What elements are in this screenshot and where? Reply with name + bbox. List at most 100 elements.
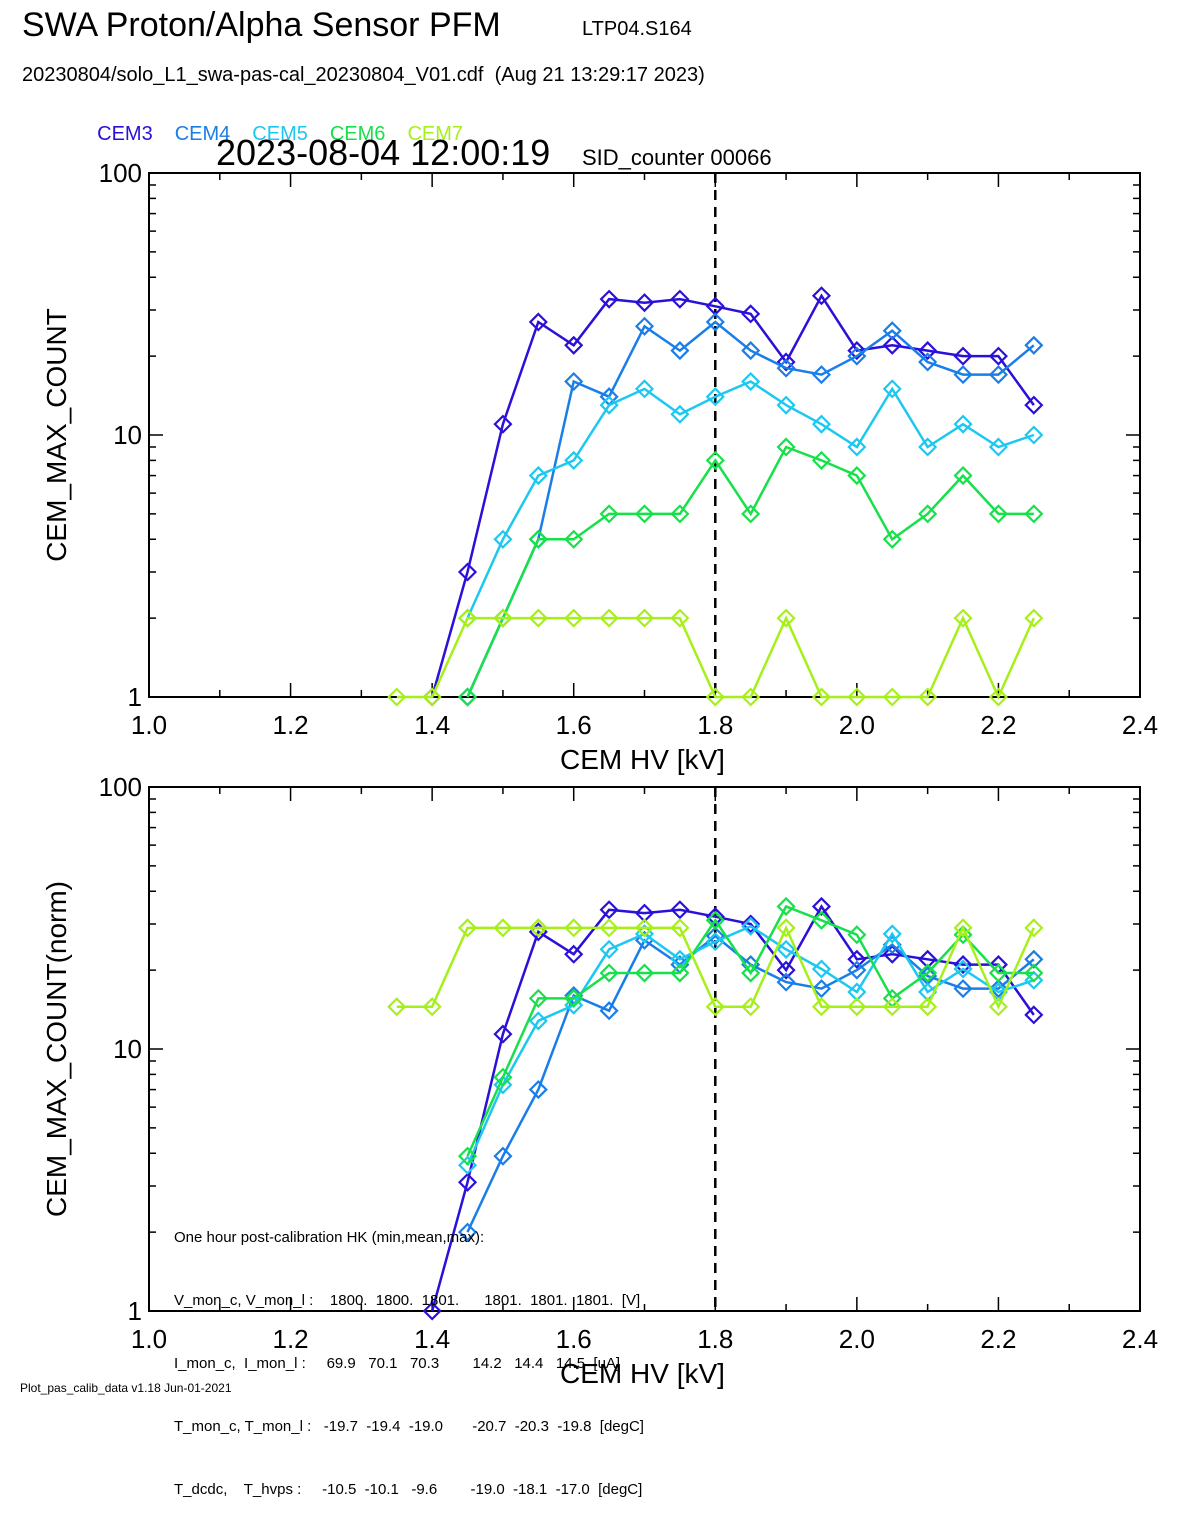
data-point-cem6 bbox=[634, 963, 655, 983]
run-id: LTP04.S164 bbox=[582, 18, 692, 40]
x-tick-label: 1.0 bbox=[131, 710, 167, 740]
legend: CEM3 CEM4 CEM5 CEM6 CEM7 bbox=[86, 100, 485, 146]
data-point-cem7 bbox=[918, 997, 938, 1017]
data-point-cem7 bbox=[670, 918, 690, 938]
data-point-cem5 bbox=[882, 924, 902, 944]
series-line-cem5 bbox=[466, 924, 1035, 1166]
data-point-cem6 bbox=[918, 963, 938, 983]
data-point-cem3 bbox=[564, 335, 584, 355]
data-point-cem7 bbox=[599, 918, 619, 938]
data-point-cem7 bbox=[776, 608, 796, 628]
sid-counter: SID_counter 00066 bbox=[582, 145, 772, 170]
data-point-cem3 bbox=[705, 907, 725, 927]
data-point-cem4 bbox=[705, 926, 725, 946]
data-point-cem4 bbox=[634, 316, 655, 336]
data-point-cem6 bbox=[811, 450, 832, 470]
y-axis-label: CEM_MAX_COUNT bbox=[41, 308, 72, 562]
data-point-cem3 bbox=[882, 335, 902, 355]
data-point-cem7 bbox=[953, 608, 973, 628]
x-tick-label: 1.6 bbox=[556, 710, 592, 740]
x-tick-label: 1.8 bbox=[697, 1324, 733, 1354]
data-point-cem7 bbox=[422, 997, 442, 1017]
data-point-cem4 bbox=[847, 346, 867, 366]
data-point-cem5 bbox=[1024, 970, 1044, 990]
x-tick-label: 2.4 bbox=[1122, 1324, 1158, 1354]
y-tick-label: 100 bbox=[99, 772, 142, 802]
data-point-cem7 bbox=[457, 608, 478, 628]
x-tick-label: 2.0 bbox=[839, 710, 875, 740]
data-point-cem4 bbox=[811, 365, 832, 385]
hk-line-imon: I_mon_c, I_mon_l : 69.9 70.1 70.3 14.2 1… bbox=[174, 1355, 621, 1372]
data-point-cem6 bbox=[741, 504, 761, 524]
data-point-cem4 bbox=[741, 341, 761, 361]
data-point-cem5 bbox=[1024, 425, 1044, 445]
data-point-cem3 bbox=[741, 304, 761, 324]
data-point-cem4 bbox=[847, 960, 867, 980]
data-point-cem7 bbox=[670, 608, 690, 628]
x-tick-label: 2.4 bbox=[1122, 710, 1158, 740]
data-point-cem3 bbox=[634, 293, 655, 313]
data-point-cem3 bbox=[811, 286, 832, 306]
data-point-cem4 bbox=[811, 979, 832, 999]
data-point-cem7 bbox=[457, 918, 478, 938]
data-point-cem5 bbox=[670, 404, 690, 424]
x-tick-label: 2.2 bbox=[980, 1324, 1016, 1354]
data-point-cem7 bbox=[493, 608, 513, 628]
data-point-cem4 bbox=[457, 1222, 478, 1242]
data-point-cem6 bbox=[811, 910, 832, 930]
x-axis-label: CEM HV [kV] bbox=[560, 744, 725, 775]
data-point-cem6 bbox=[776, 896, 796, 917]
data-point-cem5 bbox=[528, 1011, 548, 1031]
series-line-cem6 bbox=[466, 904, 1034, 1157]
y-axis-label: CEM_MAX_COUNT(norm) bbox=[41, 881, 72, 1217]
data-point-cem7 bbox=[988, 687, 1008, 707]
x-tick-label: 1.2 bbox=[272, 1324, 308, 1354]
data-point-cem6 bbox=[918, 504, 938, 524]
data-point-cem3 bbox=[422, 1301, 442, 1321]
data-point-cem5 bbox=[599, 939, 619, 959]
series-line-cem7 bbox=[396, 924, 1035, 1010]
data-point-cem6 bbox=[988, 504, 1008, 524]
legend-cem7: CEM7 bbox=[407, 123, 464, 145]
data-point-cem3 bbox=[953, 955, 973, 975]
x-tick-label: 2.0 bbox=[839, 1324, 875, 1354]
data-point-cem6 bbox=[882, 529, 902, 549]
data-point-cem7 bbox=[882, 687, 902, 707]
data-point-cem6 bbox=[457, 1146, 478, 1166]
data-point-cem7 bbox=[988, 997, 1008, 1017]
data-point-cem3 bbox=[882, 944, 902, 964]
legend-cem6: CEM6 bbox=[329, 123, 386, 145]
data-point-cem3 bbox=[776, 352, 796, 372]
data-point-cem5 bbox=[776, 939, 796, 959]
data-point-cem4 bbox=[776, 972, 796, 992]
data-point-cem5 bbox=[493, 1075, 513, 1095]
legend-cem5: CEM5 bbox=[252, 123, 308, 145]
data-point-cem6 bbox=[599, 963, 619, 983]
data-point-cem5 bbox=[811, 959, 832, 979]
data-point-cem4 bbox=[988, 365, 1008, 385]
x-tick-label: 1.8 bbox=[697, 710, 733, 740]
series-line-cem7 bbox=[396, 615, 1035, 701]
legend-cem3: CEM3 bbox=[97, 123, 153, 145]
data-point-cem6 bbox=[670, 504, 690, 524]
data-point-cem5 bbox=[705, 387, 725, 407]
x-tick-label: 1.6 bbox=[556, 1324, 592, 1354]
series-line-cem6 bbox=[466, 445, 1034, 698]
data-point-cem6 bbox=[705, 910, 725, 930]
data-point-cem3 bbox=[599, 900, 619, 920]
data-point-cem6 bbox=[670, 963, 690, 983]
data-point-cem6 bbox=[953, 466, 973, 486]
y-tick-label: 10 bbox=[113, 420, 142, 450]
data-point-cem7 bbox=[528, 918, 548, 938]
data-point-cem5 bbox=[457, 1155, 478, 1175]
x-tick-label: 1.2 bbox=[272, 710, 308, 740]
data-point-cem6 bbox=[634, 504, 655, 524]
data-point-cem4 bbox=[670, 341, 690, 361]
hk-line-vmon: V_mon_c, V_mon_l : 1800. 1800. 1801. 180… bbox=[174, 1292, 641, 1309]
x-tick-label: 2.2 bbox=[980, 710, 1016, 740]
data-point-cem7 bbox=[953, 918, 973, 938]
hk-line-tdcdc: T_dcdc, T_hvps : -10.5 -10.1 -9.6 -19.0 … bbox=[174, 1481, 643, 1498]
data-point-cem7 bbox=[387, 997, 407, 1017]
data-point-cem6 bbox=[741, 963, 761, 983]
charts-canvas: 1.0 1.2 1.4 1.6 1.8 2.0 2.2 2.4 1 10 100 CEM HV [kV… bbox=[41, 158, 1158, 1389]
